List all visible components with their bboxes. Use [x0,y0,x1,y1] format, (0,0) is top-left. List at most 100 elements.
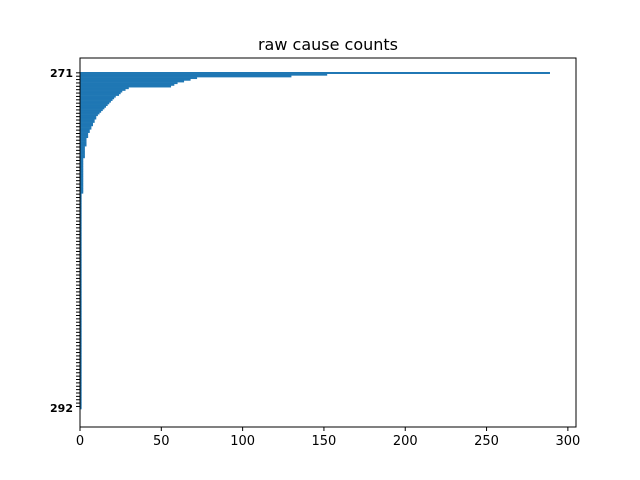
bar [80,407,82,410]
bar [80,75,292,78]
bar [80,370,82,373]
bar [80,169,84,172]
bar [80,115,97,118]
bar [80,125,92,128]
bar [80,88,126,91]
bar [80,344,82,347]
bar [80,294,82,297]
bar [80,388,82,391]
bar [80,253,82,256]
bar [80,297,82,300]
bar [80,338,82,341]
bar [80,355,82,358]
bar [80,102,110,105]
y-axis-ticks: 271 292 [50,67,80,415]
bar [80,107,105,110]
bar [80,147,85,150]
y-tick-label: 271 [50,67,73,80]
bar [80,220,82,223]
chart-title: raw cause counts [258,35,398,54]
bar [80,267,82,270]
bar [80,168,84,171]
bar [80,191,84,194]
bar [80,304,82,307]
y-tick-label: 292 [50,402,73,415]
bar [80,400,82,403]
bar [80,73,328,76]
bar [80,260,82,263]
bar [80,252,82,255]
bar [80,193,82,196]
bar [80,205,82,208]
bar [80,162,84,165]
bar [80,82,178,85]
bar [80,350,82,353]
bar [80,206,82,209]
bar [80,216,82,219]
x-axis-ticks: 0 50 100 150 200 250 300 [76,427,580,449]
bar [80,353,82,356]
bar [80,141,87,144]
bar [80,287,82,290]
bar [80,282,82,285]
bar [80,120,95,123]
bar [80,117,97,120]
bar [80,210,82,213]
bar [80,248,82,251]
bar [80,296,82,299]
bar [80,382,82,385]
bar [80,270,82,273]
bar [80,326,82,329]
bar [80,318,82,320]
bar [80,257,82,260]
bar [80,328,82,331]
bar [80,80,185,83]
bar [80,237,82,240]
bar [80,146,85,149]
bar [80,358,82,361]
bar [80,173,84,176]
x-tick-label: 200 [393,434,418,449]
bar [80,221,82,224]
bar [80,365,82,368]
bar [80,159,84,162]
bar [80,130,90,133]
bar [80,90,123,93]
bar [80,363,82,366]
bar [80,331,82,334]
bar [80,171,84,174]
x-tick-label: 50 [153,434,170,449]
bar [80,152,85,155]
bar [80,203,82,206]
bar [80,232,82,235]
bar [80,285,82,288]
bar [80,323,82,326]
bar [80,284,82,287]
bar [80,385,82,388]
bar [80,292,82,295]
bar [80,114,98,117]
bar [80,341,82,344]
bar [80,230,82,233]
bar [80,291,82,294]
bar [80,156,85,159]
bar [80,87,129,90]
bar [80,186,84,189]
bar [80,218,82,221]
bar [80,351,82,354]
bar [80,387,82,390]
bar [80,269,82,272]
bar [80,198,82,201]
bar [80,112,100,115]
bar [80,176,84,179]
bar [80,227,82,230]
bar [80,144,87,147]
bar [80,98,113,101]
bar [80,348,82,351]
bar [80,215,82,218]
bar [80,188,84,191]
x-tick-label: 250 [474,434,499,449]
bar [80,174,84,177]
bar [80,196,82,199]
bar [80,137,87,140]
